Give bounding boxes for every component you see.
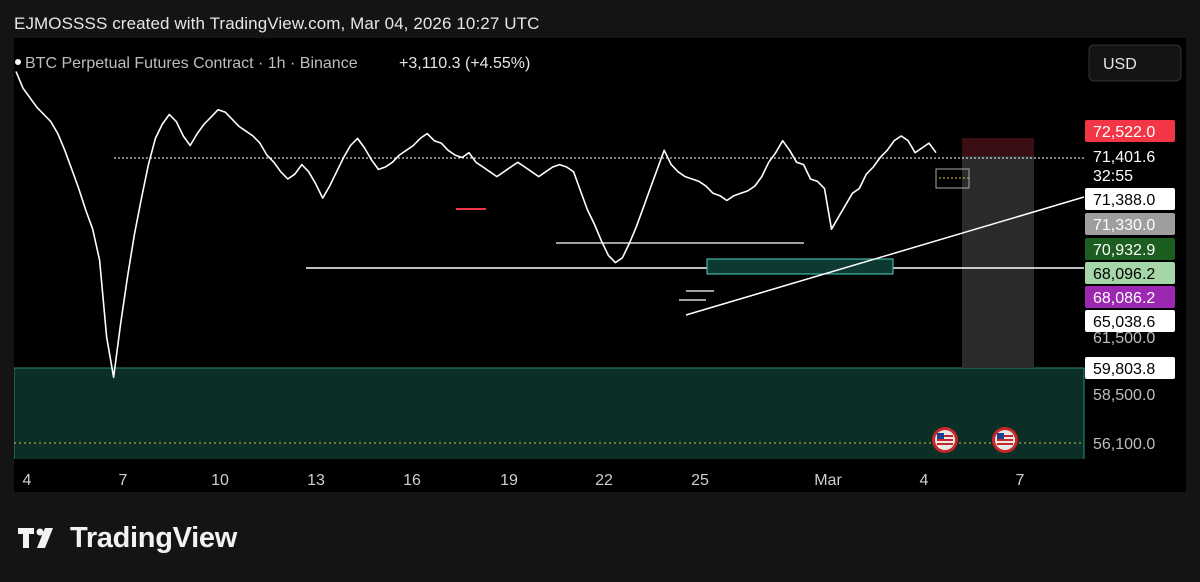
x-tick-label: 25	[691, 472, 709, 489]
price-badge-label: 65,038.6	[1093, 314, 1155, 331]
price-badge: 59,803.8	[1085, 357, 1175, 379]
x-axis-strip	[14, 459, 1186, 492]
price-badge: 68,086.2	[1085, 286, 1175, 308]
price-chart[interactable]: BTC Perpetual Futures Contract · 1h · Bi…	[14, 38, 1186, 492]
x-tick-label: 19	[500, 472, 518, 489]
x-tick-label: Mar	[814, 472, 842, 489]
price-badge-label: 71,330.0	[1093, 217, 1155, 234]
price-badge-label: 72,522.0	[1093, 124, 1155, 141]
x-tick-label: 13	[307, 472, 325, 489]
x-tick-label: 7	[119, 472, 128, 489]
currency-label: USD	[1103, 56, 1137, 73]
price-badge-label: 71,401.6	[1093, 149, 1155, 166]
price-badge: 32:55	[1093, 168, 1133, 185]
x-axis: 4 7 10 13 16 19 22 25 Mar 4 7	[14, 459, 1186, 492]
order-block-box	[706, 258, 894, 275]
price-line	[15, 71, 937, 379]
currency-button[interactable]	[1088, 44, 1182, 82]
price-badge: 71,330.0	[1085, 213, 1175, 235]
price-badge-label: 68,096.2	[1093, 266, 1155, 283]
price-badge-label: 68,086.2	[1093, 290, 1155, 307]
symbol-name: BTC Perpetual Futures Contract · 1h · Bi…	[25, 55, 358, 72]
price-badge-label: 59,803.8	[1093, 361, 1155, 378]
projection-box	[962, 138, 1034, 368]
rising-trendline	[685, 196, 1085, 316]
x-tick-label: 4	[920, 472, 929, 489]
us-flag-event-icon[interactable]	[932, 427, 958, 453]
x-tick-label: 16	[403, 472, 421, 489]
price-badge: 65,038.6	[1085, 310, 1175, 332]
projection-box-top	[962, 138, 1034, 156]
y-tick-label: 61,500.0	[1093, 330, 1155, 347]
x-tick-label: 10	[211, 472, 229, 489]
y-axis: 61,500.0 58,500.0 56,100.0	[1093, 330, 1155, 453]
price-badge: 72,522.0	[1085, 120, 1175, 142]
x-tick-label: 7	[1016, 472, 1025, 489]
tradingview-logo[interactable]: TradingView	[18, 522, 237, 555]
y-tick-label: 58,500.0	[1093, 387, 1155, 404]
price-series	[15, 71, 937, 379]
price-badge-label: 32:55	[1093, 168, 1133, 185]
us-flag-event-icon[interactable]	[992, 427, 1018, 453]
chart-panel[interactable]: BTC Perpetual Futures Contract · 1h · Bi…	[14, 38, 1186, 492]
tradingview-brand: TradingView	[70, 522, 237, 554]
price-badge: 70,932.9	[1085, 238, 1175, 260]
price-badge-label: 71,388.0	[1093, 192, 1155, 209]
chart-attribution: EJMOSSSS created with TradingView.com, M…	[14, 14, 540, 33]
price-badge-label: 70,932.9	[1093, 242, 1155, 259]
price-badge: 68,096.2	[1085, 262, 1175, 284]
symbol-change: +3,110.3 (+4.55%)	[399, 55, 530, 72]
x-tick-label: 4	[23, 472, 32, 489]
y-tick-label: 56,100.0	[1093, 436, 1155, 453]
symbol-dot-icon	[15, 59, 21, 65]
price-badges: 72,522.0 71,401.6 32:55 71,388.0 71,330.0 70,…	[1085, 120, 1175, 379]
price-badge: 71,401.6	[1093, 149, 1155, 166]
tradingview-logo-icon	[18, 527, 53, 548]
price-badge: 71,388.0	[1085, 188, 1175, 210]
x-tick-label: 22	[595, 472, 613, 489]
